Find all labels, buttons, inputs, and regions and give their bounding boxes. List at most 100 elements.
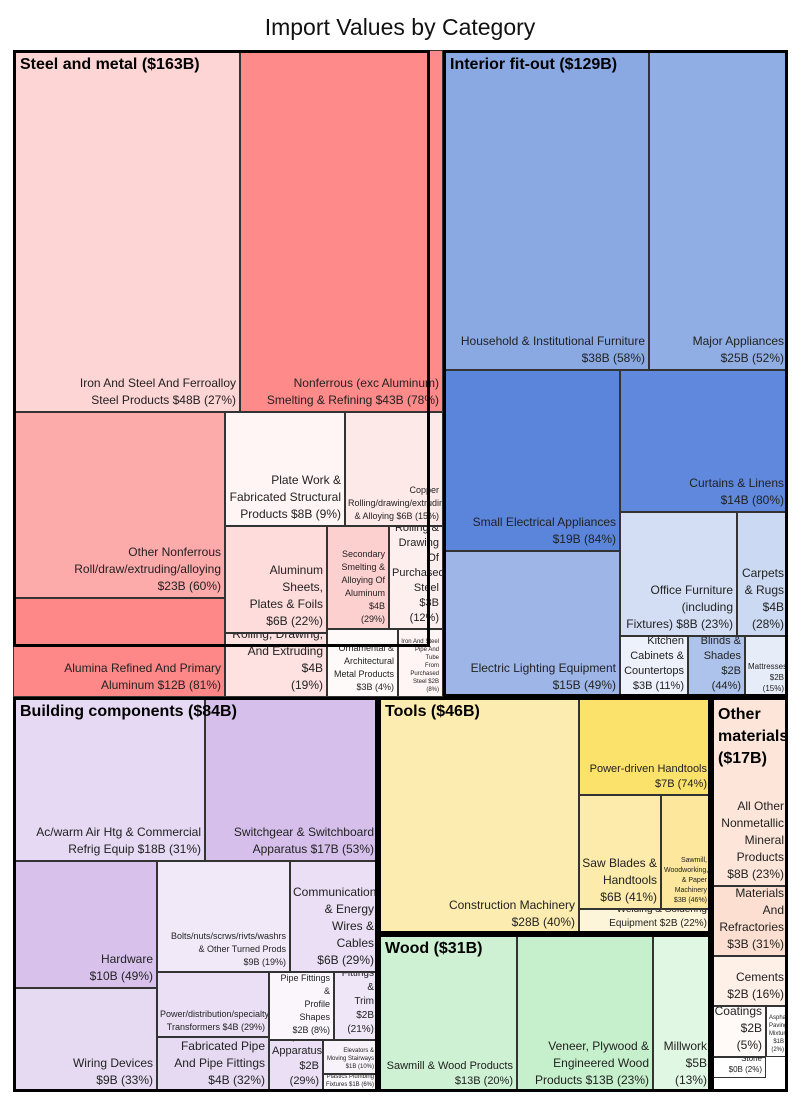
treemap-cell-label: AsphaltPavingMixtures$1B(2%) — [769, 1015, 788, 1053]
treemap-cell-household-institutional-furniture: Household & Institutional Furniture $38B … — [443, 50, 649, 370]
treemap-cell-label: Plastics Pipes,Pipe Fittings &Profile Sh… — [280, 973, 330, 1035]
treemap-cell-label: Iron And Steel And Ferroalloy Steel Produ… — [79, 376, 236, 407]
treemap-cell-label: Power-driven Handtools $7B (74%) — [589, 763, 707, 790]
treemap-cell-cements: Cements $2B (16%) — [711, 956, 788, 1006]
treemap-cell-label: Bolts/nuts/scrws/rivts/washrs & Other Tur… — [170, 931, 286, 967]
treemap-cell-label: Electric Lighting Equipment $15B (49%) — [470, 661, 616, 692]
treemap-cell-plate-work-fabricated-structural-products: Plate Work & Fabricated Structural Product… — [225, 412, 345, 526]
treemap-cell-ornamental-architectural-metal-products: Ornamental & Architectural Metal Products $… — [327, 629, 398, 697]
treemap-cell-label: Copper Rolling/drawing/extruding & Alloyin… — [348, 485, 443, 521]
treemap-cell-label: All Other Nonmetallic Mineral Products $8B (… — [721, 799, 784, 881]
treemap-cell-label: TelephoneApparatus$2B (29%) — [272, 1041, 323, 1087]
treemap-cell-wiring-devices: Wiring Devices $9B (33%) — [13, 988, 157, 1092]
treemap-cell-label: Power/distribution/specialty Transformers… — [160, 1009, 269, 1032]
treemap-cell-label: Welding & Soldering Equipment $2B (22%) — [609, 909, 707, 929]
treemap-cell-communication-energy-wires-cables: Communication & Energy Wires & Cables $6B (2… — [290, 861, 378, 972]
treemap-cell-all-other-nonmetallic-mineral-products: All Other Nonmetallic Mineral Products $8B (… — [711, 697, 788, 886]
treemap-cell-label: Construction Machinery $28B (40%) — [448, 898, 575, 929]
treemap-cell-label: Saw Blades & Handtools $6B (41%) — [582, 856, 657, 904]
treemap-cell-office-furniture-including-fixtures: Office Furniture (including Fixtures) $8B … — [620, 512, 737, 636]
treemap-cell-clay-building-materials-and-refractories: Clay BuildingMaterials AndRefractories$3… — [711, 886, 788, 956]
treemap-cell-label: Veneer, Plywood & Engineered Wood Products… — [534, 1039, 649, 1087]
treemap-cell-small-electrical-appliances: Small Electrical Appliances $19B (84%) — [443, 370, 620, 551]
treemap-cell-sawmill-woodworking-paper-machinery: Sawmill, Woodworking, & Paper Machinery $3B … — [661, 795, 711, 909]
treemap-cell-aluminum-sheets-plates-foils: Aluminum Sheets, Plates & Foils $6B (22%) — [225, 526, 327, 633]
treemap-cell-label: Mattresses $2B (15%) — [748, 662, 788, 693]
treemap-cell-plastics-plumbing-fixtures: Plastics Plumbing Fixtures $1B (6%) — [323, 1074, 378, 1092]
treemap-cell-veneer-plywood-engineered-wood-products: Veneer, Plywood & Engineered Wood Products… — [517, 934, 653, 1092]
treemap-cell-saw-blades-handtools: Saw Blades & Handtools $6B (41%) — [579, 795, 661, 909]
treemap-cell-iron-and-steel-and-ferroalloy-steel-products: Iron And Steel And Ferroalloy Steel Produ… — [13, 50, 240, 412]
treemap-cell-power-distribution-specialty-transformers: Power/distribution/specialty Transformers… — [157, 972, 269, 1037]
treemap-cell-mattresses: Mattresses $2B (15%) — [745, 636, 788, 697]
treemap-cell-nonferrous-exc-aluminum-smelting-refining: Nonferrous (exc Aluminum) Smelting & Refi… — [240, 50, 443, 412]
treemap-cell-iron-and-steel-pipe-and-tube-from-purchased-steel: Iron And Steel Pipe And Tube From Purchase… — [398, 629, 443, 697]
treemap-cell-label: Curtains & Linens $14B (80%) — [689, 476, 784, 507]
treemap-cell-construction-machinery: Construction Machinery $28B (40%) — [378, 697, 579, 934]
treemap-cell-label: Household & Institutional Furniture $38B … — [460, 334, 645, 365]
treemap-cell-secondary-smelting-alloying-of-aluminum: Secondary Smelting & Alloying Of Aluminum $… — [327, 526, 389, 629]
treemap-cell-label: Elevators & Moving Stairways $1B (10%) — [326, 1048, 374, 1070]
treemap-cell-label: Plate Work & Fabricated Structural Product… — [229, 473, 341, 521]
chart-title: Import Values by Category — [264, 14, 536, 40]
treemap-cell-electric-lighting-equipment: Electric Lighting Equipment $15B (49%) — [443, 551, 620, 697]
treemap-cell-label: Hardware $10B (49%) — [89, 952, 153, 983]
treemap-cell-label: PlumbingFixturesFittings &Trim $2B(21%) — [341, 972, 374, 1035]
treemap-cell-curtains-linens: Curtains & Linens $14B (80%) — [620, 370, 788, 512]
treemap-cell-label: Small Electrical Appliances $19B (84%) — [472, 515, 616, 546]
treemap-cell-plumbing-fixtures-fittings-trim: PlumbingFixturesFittings &Trim $2B(21%) — [334, 972, 378, 1040]
treemap-cell-power-driven-handtools: Power-driven Handtools $7B (74%) — [579, 697, 711, 795]
treemap-cell-label: Millwork $5B (13%) — [663, 1039, 707, 1087]
treemap-cell-telephone-apparatus: TelephoneApparatus$2B (29%) — [269, 1040, 323, 1092]
treemap-cell-hardware: Hardware $10B (49%) — [13, 861, 157, 988]
treemap-cell-label: Paints &Coatings$2B (5%) — [714, 1006, 762, 1052]
treemap-cell-millwork: Millwork $5B (13%) — [653, 934, 711, 1092]
treemap-cell-welding-soldering-equipment: Welding & Soldering Equipment $2B (22%) — [579, 909, 711, 934]
treemap-cell-stone: Stone $0B (2%) — [711, 1057, 766, 1078]
treemap-cell-label: Plastics Plumbing Fixtures $1B (6%) — [326, 1074, 375, 1088]
treemap-cell-label: Ornamental & Architectural Metal Products $… — [333, 643, 394, 692]
treemap-cell-label: Blinds & Shades $2B (44%) — [700, 636, 741, 692]
treemap-cell-label: Aluminum Sheets, Plates & Foils $6B (22%) — [249, 563, 323, 628]
treemap-cell-label: Stone $0B (2%) — [728, 1057, 762, 1074]
treemap-cell-label: Other Nonferrous Roll/draw/extruding/allo… — [74, 545, 221, 593]
treemap-cell-other-nonferrous-roll-draw-extruding-alloying: Other Nonferrous Roll/draw/extruding/allo… — [13, 412, 225, 598]
treemap-cell-label: Wiring Devices $9B (33%) — [72, 1056, 153, 1087]
treemap-cell-blinds-shades: Blinds & Shades $2B (44%) — [688, 636, 745, 697]
treemap-cell-label: Other AluminumRolling, Drawing,And Extru… — [232, 633, 323, 692]
treemap-cell-label: Sawmill, Woodworking, & Paper Machinery $3B … — [664, 857, 709, 904]
treemap-cell-label: Major Appliances $25B (52%) — [692, 334, 784, 365]
treemap-cell-elevators-moving-stairways: Elevators & Moving Stairways $1B (10%) — [323, 1040, 378, 1074]
treemap-cell-major-appliances: Major Appliances $25B (52%) — [649, 50, 788, 370]
treemap-cell-label: Fabricated Pipe And Pipe Fittings $4B (32%… — [174, 1039, 265, 1087]
treemap-cell-label: Clay BuildingMaterials AndRefractories$3… — [719, 886, 784, 951]
treemap-cell-paints-coatings: Paints &Coatings$2B (5%) — [711, 1006, 766, 1057]
treemap-cell-carpets-rugs: Carpets & Rugs $4B (28%) — [737, 512, 788, 636]
treemap-cell-label: Secondary Smelting & Alloying Of Aluminum $… — [341, 549, 385, 624]
treemap-cell-label: Office Furniture (including Fixtures) $8B … — [626, 583, 733, 631]
treemap-cell-label: Alumina Refined And Primary Aluminum $12B… — [64, 661, 221, 692]
treemap-cell-sawmill-wood-products: Sawmill & Wood Products $13B (20%) — [378, 934, 517, 1092]
treemap-cell-fabricated-pipe-and-pipe-fittings: Fabricated Pipe And Pipe Fittings $4B (32%… — [157, 1037, 269, 1092]
treemap-cell-label: Rolling & Drawing Of Purchased Steel $3B (12… — [392, 526, 443, 624]
treemap-cell-label: Communication & Energy Wires & Cables $6B (2… — [293, 885, 377, 967]
treemap-cell-label: Ac/warm Air Htg & Commercial Refrig Equip… — [36, 825, 201, 856]
treemap-cell-bolts-nuts-scrws-rivts-washrs-other-turned-prods: Bolts/nuts/scrws/rivts/washrs & Other Tur… — [157, 861, 290, 972]
treemap-cell-ac-warm-air-htg-commercial-refrig-equip: Ac/warm Air Htg & Commercial Refrig Equip… — [13, 697, 205, 861]
treemap-cell-label: Iron And Steel Pipe And Tube From Purchase… — [401, 639, 439, 693]
treemap-cell-copper-rolling-drawing-extruding-alloying: Copper Rolling/drawing/extruding & Alloyin… — [345, 412, 443, 526]
treemap-cell-label: Nonferrous (exc Aluminum) Smelting & Refi… — [266, 376, 439, 407]
treemap-cell-asphalt-paving-mixtures: AsphaltPavingMixtures$1B(2%) — [766, 1006, 788, 1057]
treemap-cell-rolling-drawing-of-purchased-steel: Rolling & Drawing Of Purchased Steel $3B (12… — [389, 526, 443, 629]
treemap-cell-alumina-refined-and-primary-aluminum: Alumina Refined And Primary Aluminum $12B… — [13, 598, 225, 697]
treemap-cell-switchgear-switchboard-apparatus: Switchgear & Switchboard Apparatus $17B (… — [205, 697, 378, 861]
treemap-cell-label: Switchgear & Switchboard Apparatus $17B (… — [233, 825, 374, 856]
treemap-cell-label: Cements $2B (16%) — [727, 970, 784, 1001]
treemap-cell-label: Sawmill & Wood Products $13B (20%) — [386, 1060, 513, 1087]
treemap-cell-plastics-pipes-pipe-fittings-profile-shapes: Plastics Pipes,Pipe Fittings &Profile Sh… — [269, 972, 334, 1040]
treemap-cell-label: Carpets & Rugs $4B (28%) — [741, 566, 784, 631]
treemap-cell-other-aluminum-rolling-drawing-and-extruding: Other AluminumRolling, Drawing,And Extru… — [225, 633, 327, 697]
